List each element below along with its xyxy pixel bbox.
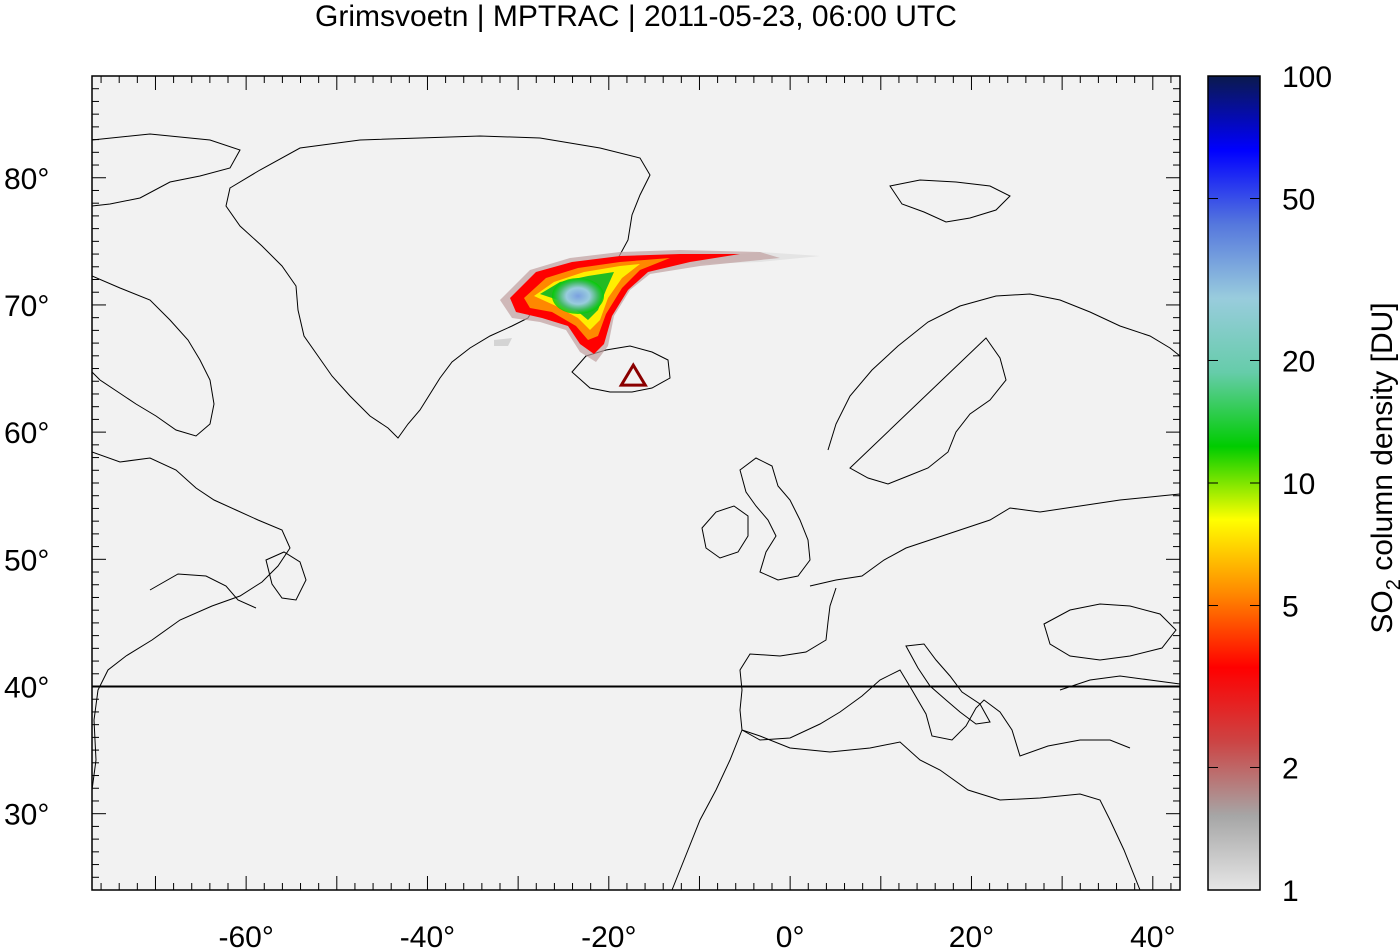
coastline-scandinavia — [827, 293, 1180, 485]
lon-tick-label: -20° — [581, 921, 636, 950]
colorbar-tick-label: 1 — [1282, 875, 1299, 908]
coastline-ireland — [701, 505, 749, 559]
lon-tick-label: -60° — [218, 921, 273, 950]
colorbar-title-subscript: 2 — [1383, 579, 1400, 590]
plume-core — [552, 278, 604, 314]
colorbar-title-prefix: SO — [1366, 590, 1399, 633]
coastline-europe — [739, 493, 1180, 757]
latitude-axis: 80° 70° 60° 50° 40° 30° — [4, 75, 1180, 891]
lon-tick-label: 40° — [1130, 921, 1175, 950]
lat-tick-label: 70° — [4, 290, 49, 323]
lat-tick-label: 40° — [4, 672, 49, 705]
coastlines — [92, 133, 1180, 890]
coastline-ellesmere — [92, 133, 241, 207]
colorbar-ticks: 1 2 5 10 20 50 100 — [1208, 61, 1332, 908]
colorbar-tick-label: 2 — [1282, 752, 1299, 785]
coastline-baffin — [92, 275, 215, 437]
coastline-north-africa — [741, 729, 1141, 890]
map-content — [92, 133, 1180, 890]
coastline-st-lawrence — [149, 573, 257, 609]
coastline-greenland — [225, 135, 651, 439]
colorbar-tick-label: 50 — [1282, 184, 1315, 217]
lon-tick-label: 0° — [776, 921, 805, 950]
colorbar-title-suffix: column density [DU] — [1366, 302, 1399, 579]
coastline-svalbard — [889, 179, 1011, 223]
coastline-anatolia — [1059, 675, 1180, 691]
map-title: Grimsvoetn | MPTRAC | 2011-05-23, 06:00 … — [315, 0, 957, 33]
coastline-black-sea — [1043, 603, 1177, 661]
coastline-newfoundland — [265, 551, 307, 601]
lat-tick-label: 60° — [4, 417, 49, 450]
map-background — [92, 76, 1180, 890]
lon-tick-label: 20° — [949, 921, 994, 950]
so2-plume — [494, 250, 820, 362]
volcano-triangle-icon — [618, 362, 648, 387]
plume-streak — [494, 338, 512, 346]
lat-tick-label: 80° — [4, 163, 49, 196]
lat-tick-label: 50° — [4, 544, 49, 577]
coastline-west-africa — [671, 729, 743, 890]
colorbar-tick-label: 10 — [1282, 468, 1315, 501]
colorbar-tick-label: 100 — [1282, 61, 1332, 94]
lat-tick-label: 30° — [4, 799, 49, 832]
lon-tick-label: -40° — [400, 921, 455, 950]
longitude-axis: -60° -40° -20° 0° 20° 40° — [100, 76, 1175, 950]
colorbar-tick-label: 5 — [1282, 591, 1299, 624]
colorbar-title: SO2 column density [DU] — [1366, 302, 1400, 633]
coastline-great-britain — [739, 457, 811, 581]
colorbar-tick-label: 20 — [1282, 345, 1315, 378]
